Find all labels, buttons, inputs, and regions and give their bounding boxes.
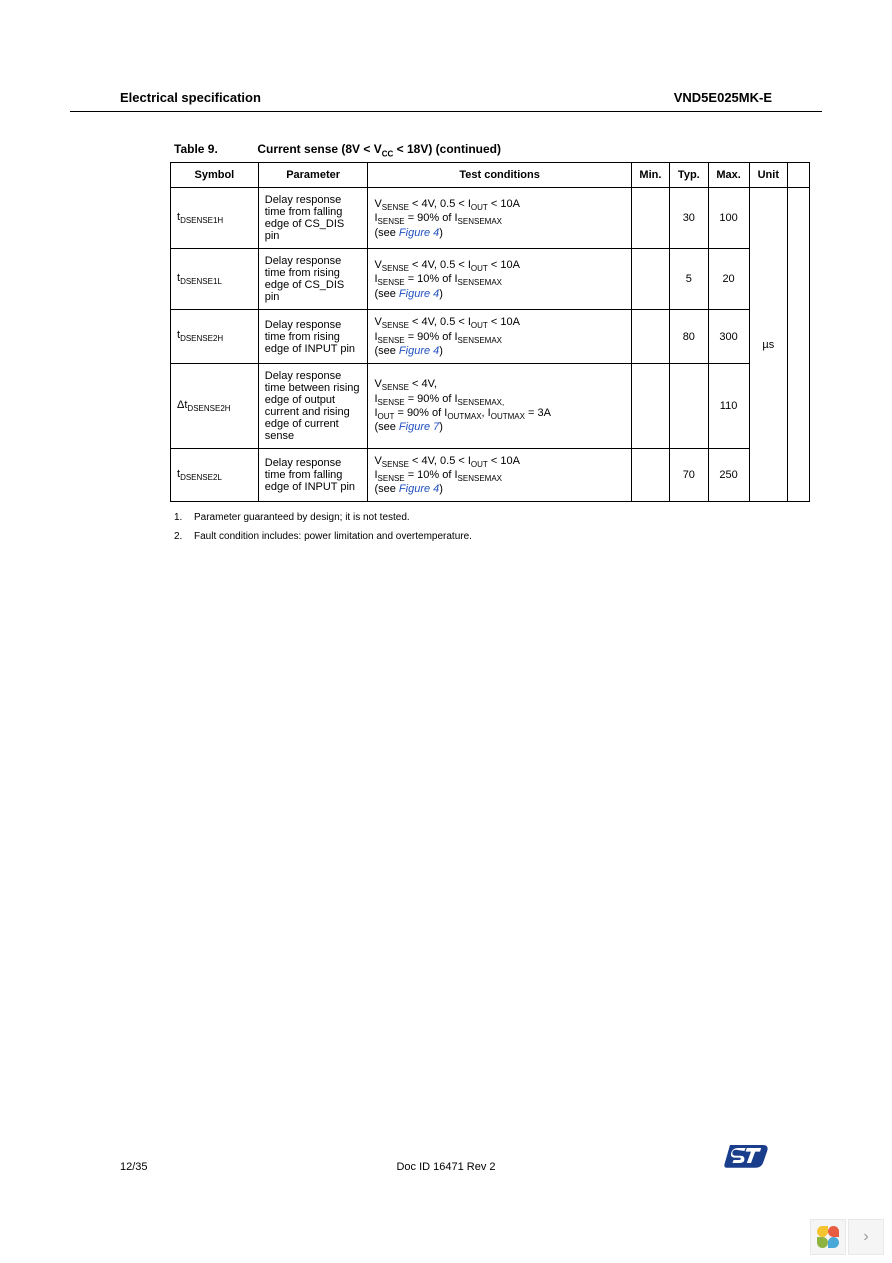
conditions-cell: VSENSE < 4V, 0.5 < IOUT < 10AISENSE = 10…: [368, 448, 631, 501]
conditions-cell: VSENSE < 4V, 0.5 < IOUT < 10AISENSE = 90…: [368, 310, 631, 363]
st-logo-icon: [724, 1138, 772, 1173]
min-cell: [631, 310, 669, 363]
typ-cell: 80: [670, 310, 708, 363]
caption-sub: CC: [382, 149, 394, 158]
page-content: Table 9. Current sense (8V < VCC < 18V) …: [50, 112, 842, 542]
col-max: Max.: [708, 163, 749, 188]
table-number: Table 9.: [174, 142, 254, 156]
pinwheel-icon: [817, 1226, 839, 1248]
symbol-cell: tDSENSE1L: [171, 249, 259, 310]
spec-table: Symbol Parameter Test conditions Min. Ty…: [170, 162, 810, 502]
figure-link[interactable]: Figure 7: [399, 421, 439, 433]
part-number: VND5E025MK-E: [674, 90, 772, 105]
viewer-controls: ›: [810, 1219, 884, 1255]
symbol-cell: tDSENSE1H: [171, 188, 259, 249]
max-cell: 110: [708, 363, 749, 448]
max-cell: 20: [708, 249, 749, 310]
figure-link[interactable]: Figure 4: [399, 288, 439, 300]
table-caption: Table 9. Current sense (8V < VCC < 18V) …: [170, 142, 822, 158]
max-cell: 250: [708, 448, 749, 501]
page-header: Electrical specification VND5E025MK-E: [70, 50, 822, 112]
chevron-right-icon: ›: [863, 1228, 868, 1246]
parameter-cell: Delay response time from rising edge of …: [258, 249, 368, 310]
min-cell: [631, 249, 669, 310]
symbol-cell: ΔtDSENSE2H: [171, 363, 259, 448]
typ-cell: 5: [670, 249, 708, 310]
max-cell: 300: [708, 310, 749, 363]
table-row: tDSENSE1HDelay response time from fallin…: [171, 188, 810, 249]
page-footer: 12/35 Doc ID 16471 Rev 2: [120, 1138, 772, 1173]
pinwheel-button[interactable]: [810, 1219, 846, 1255]
col-conditions: Test conditions: [368, 163, 631, 188]
note-item: 2.Fault condition includes: power limita…: [174, 531, 822, 542]
parameter-cell: Delay response time from falling edge of…: [258, 448, 368, 501]
col-min: Min.: [631, 163, 669, 188]
col-symbol: Symbol: [171, 163, 259, 188]
max-cell: 100: [708, 188, 749, 249]
parameter-cell: Delay response time between rising edge …: [258, 363, 368, 448]
parameter-cell: Delay response time from falling edge of…: [258, 188, 368, 249]
table-header-row: Symbol Parameter Test conditions Min. Ty…: [171, 163, 810, 188]
conditions-cell: VSENSE < 4V,ISENSE = 90% of ISENSEMAX,IO…: [368, 363, 631, 448]
col-empty: [788, 163, 810, 188]
caption-body: Current sense (8V < V: [257, 142, 381, 156]
table-row: tDSENSE2LDelay response time from fallin…: [171, 448, 810, 501]
figure-link[interactable]: Figure 4: [399, 483, 439, 495]
page-number: 12/35: [120, 1161, 148, 1173]
table-row: tDSENSE1LDelay response time from rising…: [171, 249, 810, 310]
figure-link[interactable]: Figure 4: [399, 227, 439, 239]
note-item: 1.Parameter guaranteed by design; it is …: [174, 512, 822, 523]
empty-cell: [788, 188, 810, 502]
typ-cell: [670, 363, 708, 448]
min-cell: [631, 188, 669, 249]
min-cell: [631, 363, 669, 448]
next-button[interactable]: ›: [848, 1219, 884, 1255]
col-parameter: Parameter: [258, 163, 368, 188]
figure-link[interactable]: Figure 4: [399, 345, 439, 357]
min-cell: [631, 448, 669, 501]
conditions-cell: VSENSE < 4V, 0.5 < IOUT < 10AISENSE = 10…: [368, 249, 631, 310]
symbol-cell: tDSENSE2L: [171, 448, 259, 501]
section-title: Electrical specification: [120, 90, 261, 105]
parameter-cell: Delay response time from rising edge of …: [258, 310, 368, 363]
typ-cell: 70: [670, 448, 708, 501]
symbol-cell: tDSENSE2H: [171, 310, 259, 363]
doc-id: Doc ID 16471 Rev 2: [396, 1161, 495, 1173]
datasheet-page: Electrical specification VND5E025MK-E Ta…: [50, 50, 842, 1213]
table-row: tDSENSE2HDelay response time from rising…: [171, 310, 810, 363]
col-unit: Unit: [749, 163, 787, 188]
table-notes: 1.Parameter guaranteed by design; it is …: [170, 512, 822, 542]
caption-tail: < 18V) (continued): [393, 142, 501, 156]
unit-cell: µs: [749, 188, 787, 502]
typ-cell: 30: [670, 188, 708, 249]
table-row: ΔtDSENSE2HDelay response time between ri…: [171, 363, 810, 448]
col-typ: Typ.: [670, 163, 708, 188]
conditions-cell: VSENSE < 4V, 0.5 < IOUT < 10AISENSE = 90…: [368, 188, 631, 249]
